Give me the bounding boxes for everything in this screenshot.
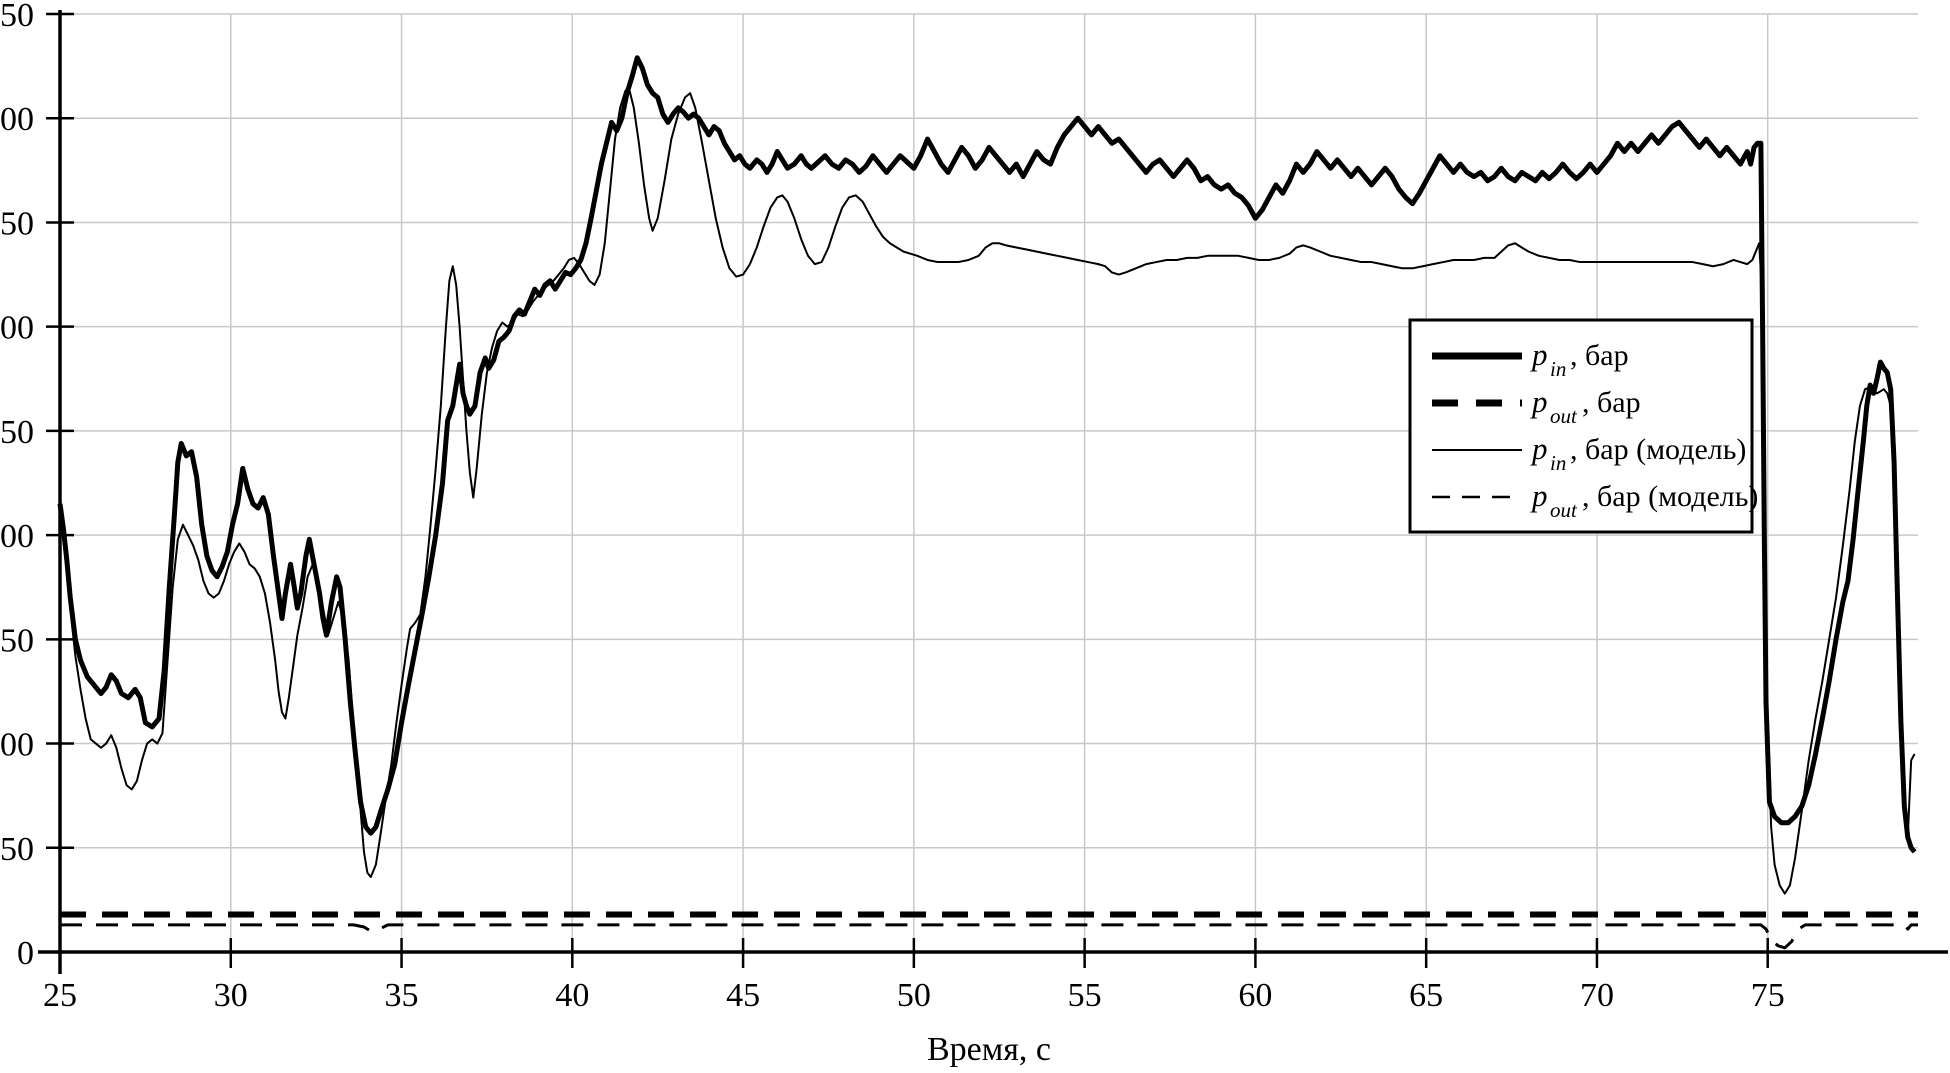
y-tick-label: 400 <box>0 101 34 138</box>
y-tick-label: 200 <box>0 518 34 555</box>
x-axis-title-text: Время, с <box>927 1031 1051 1068</box>
y-tick-label: 300 <box>0 310 34 347</box>
y-tick-label: 50 <box>0 831 34 868</box>
y-tick-label: 450 <box>0 0 34 34</box>
x-tick-label: 65 <box>1409 977 1443 1014</box>
legend-item: p in, бар (модель) <box>1432 431 1746 475</box>
legend-subscript: out <box>1550 404 1578 428</box>
legend-symbol: p <box>1530 384 1548 419</box>
legend-label: , бар (модель) <box>1582 480 1758 513</box>
legend-subscript: in <box>1550 357 1566 381</box>
x-tick-label: 50 <box>897 977 931 1014</box>
legend-item: p out, бар (модель) <box>1432 478 1758 522</box>
legend-label: , бар (модель) <box>1570 433 1746 466</box>
x-tick-label: 25 <box>43 977 77 1014</box>
axis-lines <box>38 10 1948 974</box>
x-tick-label: 55 <box>1068 977 1102 1014</box>
x-tick-label: 60 <box>1238 977 1272 1014</box>
y-tick-label: 250 <box>0 414 34 451</box>
y-tick-label: 0 <box>17 935 34 972</box>
legend-symbol: p <box>1530 478 1548 513</box>
x-tick-label: 40 <box>555 977 589 1014</box>
x-tick-label: 30 <box>214 977 248 1014</box>
legend-label: , бар <box>1582 386 1641 419</box>
y-tick-label: 100 <box>0 727 34 764</box>
legend-item: p out, бар <box>1432 384 1641 428</box>
series-lines <box>57 55 1918 950</box>
y-tick-label: 350 <box>0 205 34 242</box>
x-tick-label: 75 <box>1751 977 1785 1014</box>
x-axis-title: Время, с <box>927 1031 1051 1068</box>
x-tick-label: 70 <box>1580 977 1614 1014</box>
series-line <box>59 85 1916 895</box>
legend-symbol: p <box>1530 431 1548 466</box>
y-tick-label: 150 <box>0 622 34 659</box>
x-tick-label: 35 <box>385 977 419 1014</box>
legend-symbol: p <box>1530 337 1548 372</box>
legend-item: p in, бар <box>1432 337 1629 381</box>
legend-label: , бар <box>1570 339 1629 372</box>
series-line <box>57 55 1917 854</box>
x-tick-label: 45 <box>726 977 760 1014</box>
legend-subscript: out <box>1550 498 1578 522</box>
tick-labels: 0 50 100 150 200 250 300 350 400 450 25 30 35 40 45 50 5… <box>0 0 1785 1014</box>
legend-subscript: in <box>1550 451 1566 475</box>
